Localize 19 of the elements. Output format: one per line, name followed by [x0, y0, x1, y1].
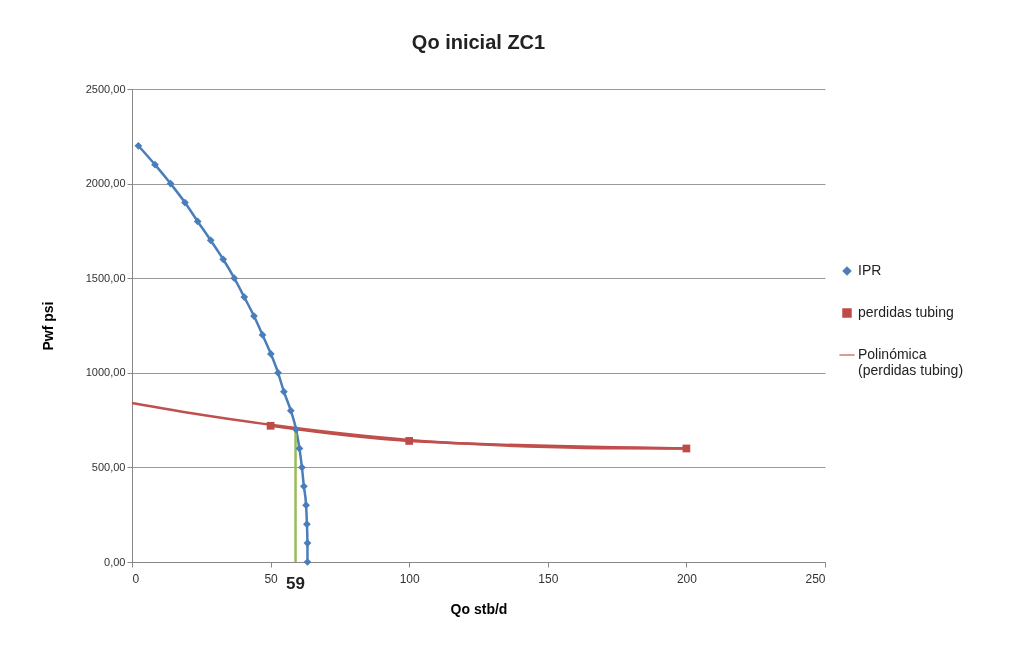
x-axis-title: Qo stb/d	[450, 600, 508, 617]
y-tick-label: 0,00	[104, 555, 126, 568]
x-tick-label: 100	[399, 571, 421, 586]
annotation: 59	[286, 574, 306, 593]
legend-label: perdidas tubing	[858, 304, 954, 320]
y-tick-label: 1500,00	[85, 271, 126, 284]
x-tick-label: 150	[538, 571, 559, 586]
y-tick-label: 2500,00	[85, 82, 126, 95]
x-tick-label: 0	[132, 571, 140, 586]
y-tick-label: 1000,00	[85, 366, 126, 379]
chart-title: Qo inicial ZC1	[411, 31, 546, 53]
y-tick-label: 2000,00	[85, 177, 126, 190]
y-axis-title: Pwf psi	[39, 301, 56, 351]
x-tick-label: 200	[676, 571, 698, 586]
x-tick-label: 250	[805, 571, 826, 586]
y-tick-label: 500,00	[91, 460, 126, 473]
x-tick-label: 50	[264, 571, 279, 586]
legend-label: Polinómica (perdidas tubing)	[858, 346, 964, 378]
legend-label: IPR	[858, 262, 882, 278]
